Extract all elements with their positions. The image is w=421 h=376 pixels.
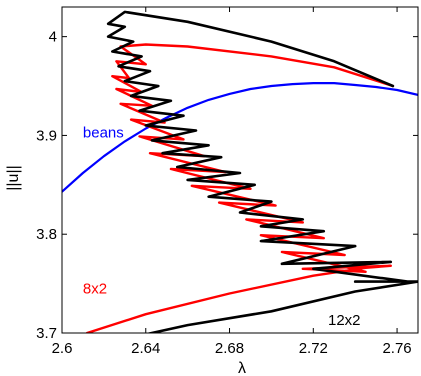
series-line-12x2 bbox=[106, 10, 418, 333]
x-tick-label: 2.64 bbox=[131, 340, 160, 357]
y-tick-label: 4 bbox=[49, 29, 57, 46]
x-tick-label: 2.68 bbox=[215, 340, 244, 357]
plot-area bbox=[62, 7, 418, 333]
12x2-series-label: 12x2 bbox=[328, 312, 361, 329]
x-tick-label: 2.76 bbox=[382, 340, 411, 357]
beans-series-label: beans bbox=[83, 124, 124, 141]
y-tick-label: 3.7 bbox=[36, 325, 57, 342]
x-tick-label: 2.6 bbox=[52, 340, 73, 357]
series-line-8x2 bbox=[85, 43, 395, 333]
8x2-series-label: 8x2 bbox=[83, 281, 107, 298]
y-tick-label: 3.9 bbox=[36, 127, 57, 144]
series-layer bbox=[62, 10, 418, 333]
axes-frame bbox=[61, 6, 419, 334]
plot-background bbox=[62, 7, 418, 333]
y-tick-label: 3.8 bbox=[36, 226, 57, 243]
x-axis-label: λ bbox=[238, 360, 246, 376]
series-line-beans bbox=[62, 82, 418, 193]
axes-layer: 2.6 2.64 2.68 2.72 2.76 3.7 3.8 3.9 4 bbox=[36, 6, 419, 357]
y-axis-label: ||u|| bbox=[5, 165, 22, 191]
x-tick-label: 2.72 bbox=[299, 340, 328, 357]
